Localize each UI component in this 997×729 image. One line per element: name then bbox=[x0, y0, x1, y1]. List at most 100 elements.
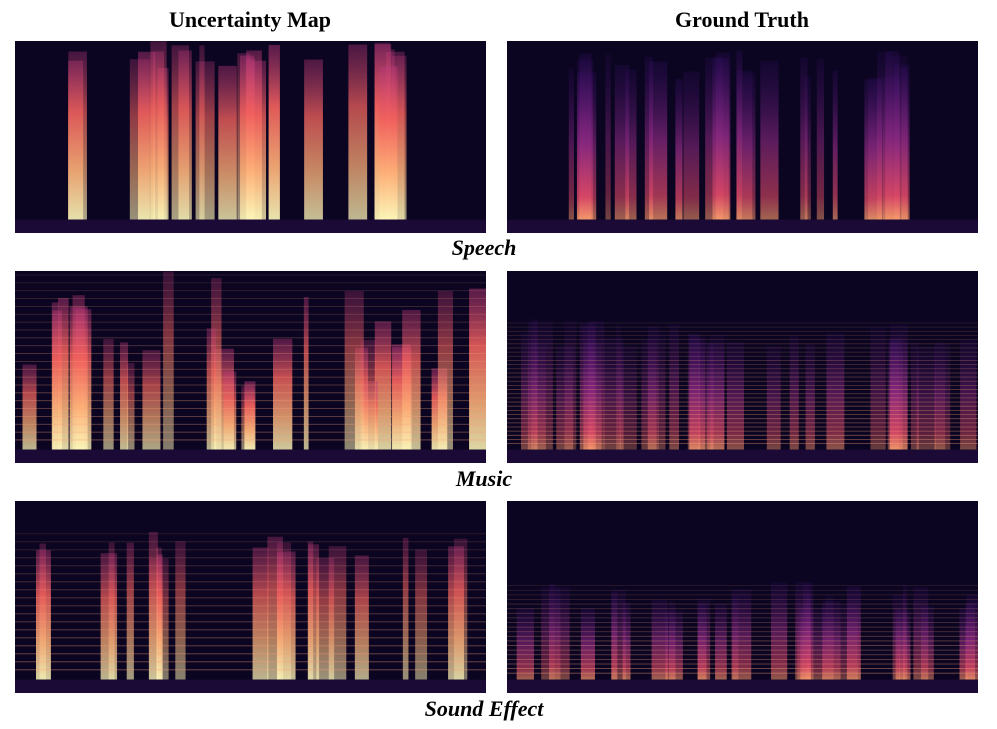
spectral-band bbox=[316, 557, 335, 680]
spectral-band bbox=[379, 66, 398, 220]
spectral-band bbox=[199, 45, 205, 220]
spectral-band bbox=[103, 338, 114, 450]
spectral-band bbox=[715, 603, 727, 680]
spectral-band bbox=[812, 607, 826, 680]
spectral-band bbox=[195, 61, 215, 220]
spectral-band bbox=[795, 581, 811, 680]
spectral-band bbox=[641, 339, 657, 450]
spectral-band bbox=[965, 602, 976, 680]
spectral-band bbox=[576, 72, 597, 220]
spectral-band bbox=[659, 332, 666, 450]
spectral-band bbox=[959, 608, 968, 680]
spectral-band bbox=[252, 547, 269, 680]
spectral-band bbox=[622, 602, 631, 680]
spectral-band bbox=[402, 537, 409, 680]
spectral-band bbox=[644, 56, 654, 220]
spectral-band bbox=[687, 333, 701, 450]
spectral-band bbox=[36, 550, 51, 680]
spectral-band bbox=[910, 342, 919, 450]
spectral-band bbox=[805, 344, 815, 450]
spectral-band bbox=[804, 76, 811, 220]
spectral-band bbox=[611, 592, 618, 680]
spectral-band bbox=[58, 297, 69, 450]
spectrogram bbox=[507, 501, 978, 693]
spectral-band bbox=[742, 72, 756, 220]
spectral-band bbox=[683, 71, 700, 220]
spectral-band bbox=[616, 324, 621, 450]
spectral-band bbox=[303, 296, 309, 450]
spectral-band bbox=[469, 288, 486, 450]
spectral-band bbox=[960, 339, 977, 450]
spectral-band bbox=[555, 586, 570, 680]
spectral-band bbox=[75, 309, 92, 450]
spectral-band bbox=[605, 53, 611, 220]
spectral-band bbox=[625, 69, 637, 220]
column-title: Uncertainty Map bbox=[169, 7, 331, 32]
spectral-band bbox=[710, 334, 725, 450]
spectral-band bbox=[68, 51, 87, 220]
spectral-band bbox=[619, 345, 637, 450]
spectral-band bbox=[360, 339, 376, 450]
spectral-band bbox=[52, 310, 63, 450]
spectral-band bbox=[580, 608, 595, 680]
spectral-band bbox=[846, 586, 861, 680]
spectral-band bbox=[934, 341, 946, 450]
spectral-band bbox=[448, 546, 464, 680]
spectral-band bbox=[268, 44, 280, 220]
spectral-band bbox=[273, 338, 293, 450]
spectral-band bbox=[516, 607, 534, 680]
spectral-band bbox=[892, 594, 906, 680]
spectral-band bbox=[825, 595, 834, 680]
spectral-band bbox=[726, 341, 744, 450]
spectral-band bbox=[732, 596, 739, 680]
spectral-band bbox=[675, 78, 683, 220]
low-band bbox=[15, 219, 486, 233]
spectral-band bbox=[126, 542, 134, 680]
spectral-band bbox=[150, 41, 167, 220]
spectral-band bbox=[771, 582, 788, 680]
spectral-band bbox=[651, 599, 668, 680]
spectral-band bbox=[129, 59, 150, 220]
spectral-band bbox=[211, 278, 222, 450]
spectral-band bbox=[870, 327, 886, 450]
spectral-band bbox=[223, 371, 237, 450]
spectral-band bbox=[789, 335, 799, 450]
spectral-band bbox=[715, 52, 731, 220]
spectral-band bbox=[800, 57, 808, 220]
spectral-band bbox=[736, 50, 743, 220]
spectral-band bbox=[178, 50, 192, 220]
spectral-band bbox=[583, 325, 597, 450]
spectral-band bbox=[826, 333, 845, 450]
spectral-band bbox=[521, 332, 529, 450]
low-band bbox=[507, 449, 978, 463]
spectral-band bbox=[527, 341, 546, 450]
spectral-band bbox=[175, 541, 186, 680]
spectral-band bbox=[415, 549, 428, 680]
spectral-band bbox=[893, 56, 908, 220]
spectral-band bbox=[344, 291, 364, 450]
spectral-band bbox=[148, 531, 158, 680]
spectral-band bbox=[437, 290, 453, 450]
spectral-band bbox=[163, 271, 174, 450]
spectral-band bbox=[916, 346, 936, 450]
column-title: Ground Truth bbox=[675, 7, 809, 32]
spectral-band bbox=[665, 610, 683, 680]
low-band bbox=[15, 679, 486, 693]
spectral-band bbox=[402, 309, 421, 450]
spectral-band bbox=[697, 598, 711, 680]
spectral-band bbox=[832, 70, 838, 220]
spectral-band bbox=[669, 324, 679, 450]
row-label: Music bbox=[455, 466, 512, 491]
spectral-band bbox=[304, 59, 323, 220]
low-band bbox=[507, 679, 978, 693]
spectral-band bbox=[240, 55, 255, 220]
row-label: Speech bbox=[452, 235, 517, 260]
spectral-band bbox=[890, 324, 908, 450]
spectral-band bbox=[564, 320, 577, 450]
spectral-band bbox=[374, 321, 392, 450]
spectral-band bbox=[354, 555, 369, 680]
low-band bbox=[507, 219, 978, 233]
spectral-band bbox=[920, 606, 934, 680]
spectral-band bbox=[568, 68, 574, 220]
